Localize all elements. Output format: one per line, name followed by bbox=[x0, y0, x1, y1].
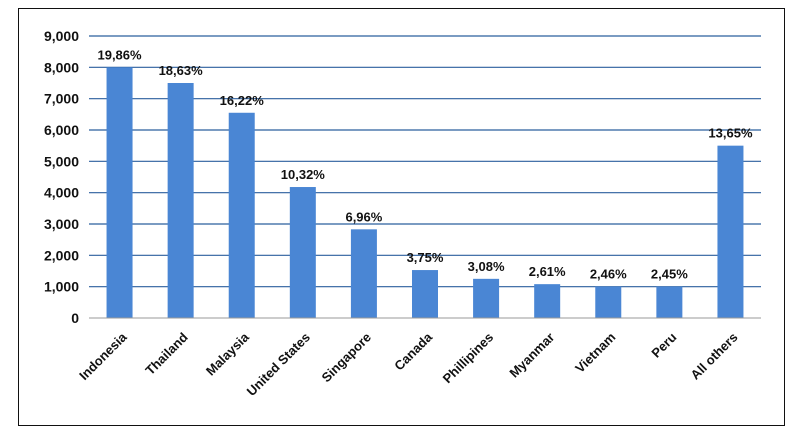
bar-chart: 0 1,000 2,000 3,000 4,000 5,000 6,000 7,000 8,00… bbox=[44, 28, 761, 399]
bars bbox=[106, 67, 744, 319]
y-tick-label: 2,000 bbox=[44, 247, 79, 263]
bar-all-others bbox=[717, 145, 744, 318]
x-category-label: Phillipines bbox=[440, 330, 497, 387]
x-category-label: Malaysia bbox=[203, 329, 252, 378]
x-category-label: Vietnam bbox=[572, 330, 618, 376]
y-axis-ticks: 0 1,000 2,000 3,000 4,000 5,000 6,000 7,000 8,00… bbox=[44, 28, 79, 326]
data-label: 6,96% bbox=[345, 209, 382, 224]
y-tick-label: 6,000 bbox=[44, 122, 79, 138]
bar-singapore bbox=[350, 229, 377, 318]
bar-phillipines bbox=[473, 278, 500, 318]
bar-thailand bbox=[167, 83, 194, 318]
y-tick-label: 0 bbox=[71, 310, 79, 326]
y-tick-label: 7,000 bbox=[44, 91, 79, 107]
data-label: 16,22% bbox=[220, 93, 265, 108]
x-category-label: Singapore bbox=[318, 330, 374, 386]
data-labels: 19,86% 18,63% 16,22% 10,32% 6,96% 3,75% 3,08% 2… bbox=[97, 47, 752, 281]
y-tick-label: 5,000 bbox=[44, 153, 79, 169]
data-label: 3,75% bbox=[407, 250, 444, 265]
y-tick-label: 9,000 bbox=[44, 28, 79, 44]
y-tick-label: 4,000 bbox=[44, 185, 79, 201]
gridlines bbox=[89, 35, 761, 288]
data-label: 2,45% bbox=[651, 267, 688, 282]
x-category-label: Thailand bbox=[142, 329, 190, 377]
bar-malaysia bbox=[228, 112, 255, 319]
data-label: 2,61% bbox=[529, 264, 566, 279]
y-tick-label: 3,000 bbox=[44, 216, 79, 232]
data-label: 13,65% bbox=[708, 126, 753, 141]
x-category-label: Canada bbox=[391, 329, 435, 373]
chart-frame: 0 1,000 2,000 3,000 4,000 5,000 6,000 7,000 8,00… bbox=[18, 8, 785, 426]
bar-peru bbox=[656, 286, 683, 318]
bar-canada bbox=[412, 270, 438, 318]
x-category-label: Indonesia bbox=[76, 329, 130, 383]
x-category-label: Peru bbox=[648, 329, 679, 360]
data-label: 19,86% bbox=[97, 47, 142, 62]
data-label: 10,32% bbox=[281, 167, 326, 182]
data-label: 18,63% bbox=[159, 63, 204, 78]
data-label: 2,46% bbox=[590, 267, 627, 282]
bar-united-states bbox=[289, 187, 316, 318]
x-category-label: Myanmar bbox=[506, 330, 557, 381]
x-category-label: All others bbox=[688, 330, 741, 383]
x-category-label: United States bbox=[244, 330, 313, 399]
bar-vietnam bbox=[595, 286, 622, 318]
y-tick-label: 8,000 bbox=[44, 59, 79, 75]
y-tick-label: 1,000 bbox=[44, 279, 79, 295]
bar-myanmar bbox=[534, 284, 561, 318]
data-label: 3,08% bbox=[468, 259, 505, 274]
bar-indonesia bbox=[106, 67, 133, 318]
